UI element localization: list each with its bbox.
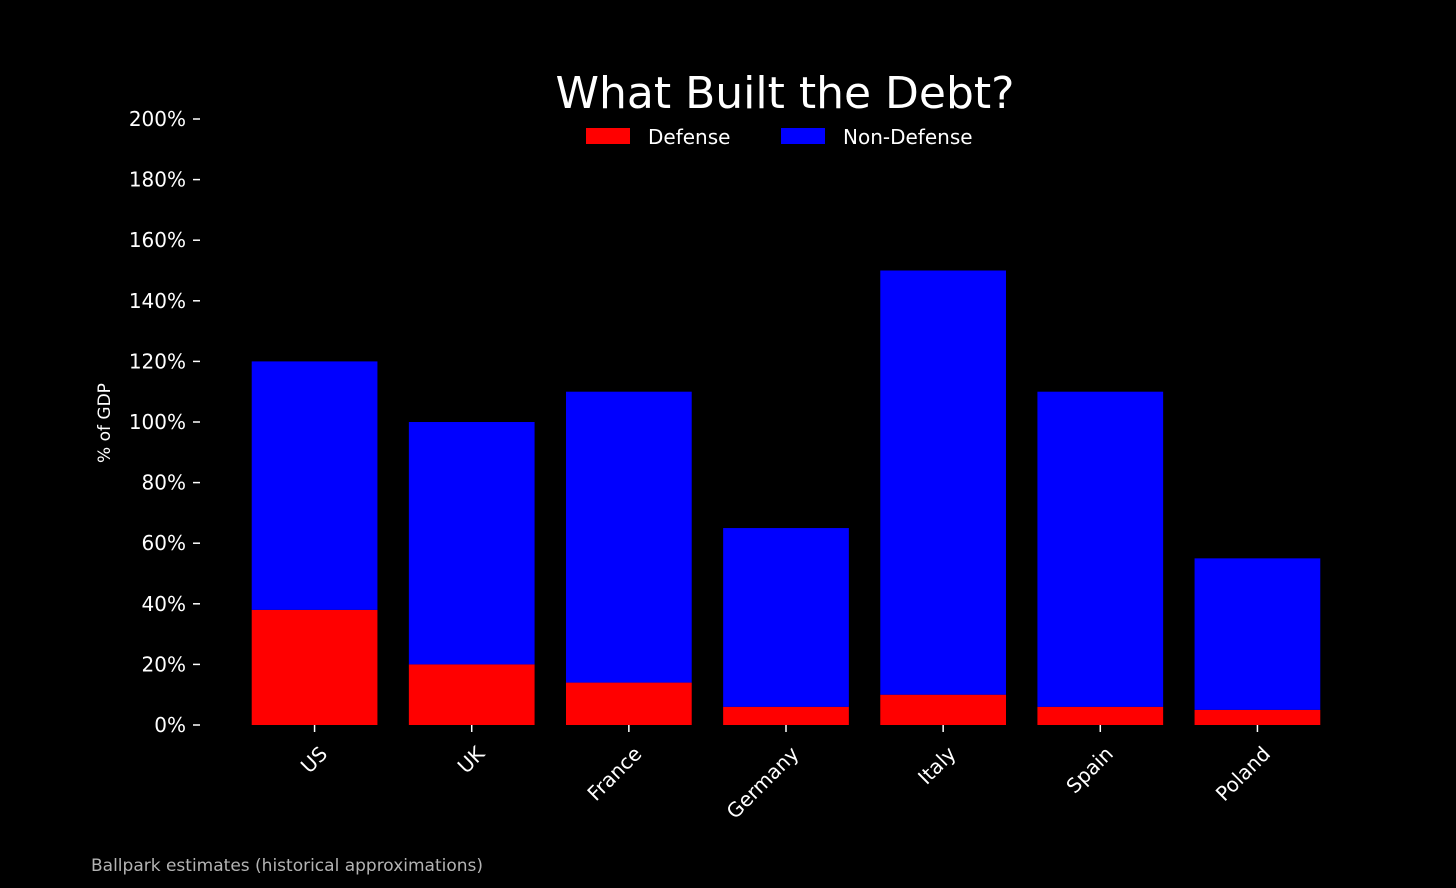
- y-tick-label: 100%: [129, 410, 186, 434]
- y-tick-label: 120%: [129, 349, 186, 373]
- bar-defense-us: [251, 609, 378, 725]
- bar-non-defense-uk: [408, 422, 535, 665]
- y-tick-label: 80%: [142, 471, 186, 495]
- x-tick-label: Spain: [1061, 742, 1117, 798]
- bar-non-defense-spain: [1037, 391, 1164, 707]
- bar-defense-poland: [1194, 709, 1321, 725]
- footnote: Ballpark estimates (historical approxima…: [91, 856, 483, 876]
- y-axis: 0% 20% 40% 60% 80% 100% 120% 140% 160% 180% 200%: [129, 107, 200, 737]
- x-tick-label: UK: [453, 741, 490, 778]
- bar-non-defense-poland: [1194, 558, 1321, 710]
- x-tick-label: France: [582, 742, 646, 806]
- chart-title: What Built the Debt?: [555, 68, 1014, 119]
- y-tick-label: 160%: [129, 228, 186, 252]
- y-tick-label: 140%: [129, 289, 186, 313]
- x-tick-label: Poland: [1211, 742, 1275, 806]
- bar-non-defense-germany: [723, 528, 849, 707]
- bar-non-defense-italy: [880, 270, 1006, 695]
- legend-label-non-defense: Non-Defense: [843, 125, 973, 149]
- bar-defense-spain: [1037, 706, 1164, 725]
- bar-non-defense-france: [566, 391, 692, 683]
- bars: [251, 270, 1321, 725]
- legend-swatch-defense: [586, 128, 630, 144]
- y-tick-label: 180%: [129, 168, 186, 192]
- bar-defense-france: [566, 682, 692, 725]
- legend-label-defense: Defense: [648, 125, 730, 149]
- x-tick-label: Germany: [722, 741, 804, 823]
- bar-defense-germany: [723, 706, 849, 725]
- legend-swatch-non-defense: [781, 128, 825, 144]
- y-tick-label: 20%: [142, 652, 186, 676]
- y-tick-label: 60%: [142, 531, 186, 555]
- y-tick-label: 200%: [129, 107, 186, 131]
- x-tick-label: Italy: [913, 741, 961, 789]
- y-tick-label: 0%: [154, 713, 186, 737]
- bar-defense-italy: [880, 694, 1006, 725]
- x-tick-label: US: [296, 742, 332, 778]
- bar-non-defense-us: [251, 361, 378, 610]
- y-tick-label: 40%: [142, 592, 186, 616]
- bar-defense-uk: [408, 664, 535, 725]
- legend: Defense Non-Defense: [586, 125, 973, 149]
- y-axis-label: % of GDP: [95, 383, 115, 463]
- x-axis: US UK France Germany Italy Spain Poland: [296, 725, 1275, 824]
